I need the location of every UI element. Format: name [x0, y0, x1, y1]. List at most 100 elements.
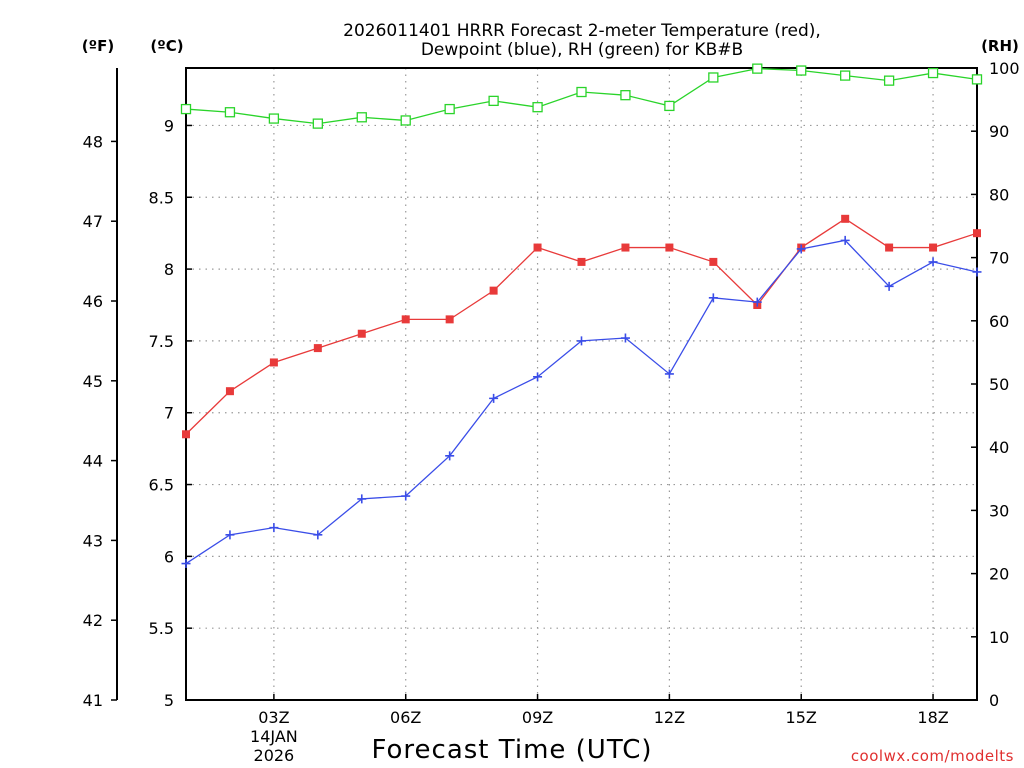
temperature-point: [401, 315, 410, 324]
time-date-label: 14JAN: [250, 727, 298, 746]
temperature-point: [885, 243, 894, 252]
celsius-tick-label: 5: [164, 691, 174, 710]
temperature-point: [841, 214, 850, 223]
dewpoint-point: [269, 523, 279, 533]
rh-tick-label: 40: [989, 438, 1009, 457]
celsius-tick-label: 9: [164, 116, 174, 135]
fahrenheit-tick-label: 44: [83, 452, 103, 471]
fahrenheit-tick-label: 41: [83, 691, 103, 710]
rh-unit-label: (RH): [981, 37, 1019, 55]
data-series: [180, 63, 983, 569]
dewpoint-point: [796, 244, 806, 254]
fahrenheit-tick-label: 42: [83, 611, 103, 630]
temperature-point: [445, 315, 454, 324]
celsius-tick-label: 8.5: [149, 188, 174, 207]
rh-point: [356, 112, 367, 123]
rh-tick-label: 80: [989, 185, 1009, 204]
credit-text: coolwx.com/modelts: [851, 747, 1014, 765]
rh-point: [312, 118, 323, 129]
temperature-point: [357, 329, 366, 338]
time-tick-label: 18Z: [917, 708, 948, 727]
time-tick-label: 03Z: [258, 708, 289, 727]
time-tick-label: 12Z: [654, 708, 685, 727]
rh-point: [180, 103, 192, 115]
rh-point: [620, 90, 631, 101]
temperature-point: [225, 387, 234, 396]
rh-point: [883, 75, 895, 86]
chart-title-line1: 2026011401 HRRR Forecast 2-meter Tempera…: [343, 21, 821, 41]
rh-point: [796, 65, 807, 76]
celsius-tick-label: 7: [164, 404, 174, 423]
rh-tick-label: 30: [989, 501, 1009, 520]
time-year-label: 2026: [254, 746, 295, 765]
dewpoint-point: [752, 297, 762, 307]
temperature-point: [973, 229, 981, 238]
fahrenheit-unit-label: (ºF): [82, 37, 114, 55]
rh-tick-label: 20: [989, 565, 1009, 584]
dewpoint-point: [445, 451, 455, 461]
dewpoint-point: [884, 281, 894, 291]
rh-point: [224, 107, 236, 118]
dewpoint-point: [928, 257, 938, 267]
fahrenheit-tick-label: 47: [83, 212, 103, 231]
temperature-point: [929, 243, 938, 252]
fahrenheit-tick-label: 46: [83, 292, 103, 311]
rh-point: [576, 86, 587, 98]
time-tick-label: 09Z: [522, 708, 553, 727]
temperature-point: [313, 344, 322, 353]
dewpoint-point: [489, 393, 499, 403]
fahrenheit-tick-label: 48: [83, 132, 103, 151]
rh-point: [708, 72, 719, 83]
rh-point: [840, 70, 851, 81]
dewpoint-point: [401, 491, 411, 501]
celsius-unit-label: (ºC): [150, 37, 183, 55]
fahrenheit-tick-label: 43: [83, 531, 103, 550]
temperature-line: [185, 218, 978, 435]
temperature-point: [182, 430, 190, 439]
rh-point: [268, 113, 280, 124]
celsius-tick-label: 6.5: [149, 476, 174, 495]
rh-point: [488, 95, 499, 107]
grid-lines: [186, 68, 977, 701]
rh-point: [444, 103, 455, 115]
rh-point: [664, 100, 675, 112]
celsius-tick-label: 6: [164, 547, 174, 566]
dewpoint-point: [313, 530, 323, 540]
celsius-tick-label: 7.5: [149, 332, 174, 351]
temperature-point: [269, 358, 278, 367]
dewpoint-point: [664, 369, 674, 379]
x-axis-title: Forecast Time (UTC): [371, 735, 652, 765]
fahrenheit-axis: 41 42 43 44 45 46 47 48: [83, 132, 117, 710]
temperature-point: [533, 243, 542, 252]
dewpoint-point: [620, 333, 630, 343]
plot-frame: [185, 67, 978, 701]
temperature-point: [489, 286, 498, 295]
time-tick-label: 15Z: [786, 708, 817, 727]
dewpoint-point: [577, 336, 586, 346]
celsius-tick-label: 5.5: [149, 619, 174, 638]
dewpoint-point: [533, 372, 543, 382]
rh-tick-label: 10: [989, 628, 1009, 647]
rh-tick-label: 0: [989, 691, 999, 710]
rh-point: [752, 63, 763, 74]
rh-tick-label: 50: [989, 375, 1009, 394]
rh-point: [400, 115, 411, 126]
fahrenheit-tick-label: 45: [83, 372, 103, 391]
temperature-point: [709, 257, 718, 266]
temperature-point: [665, 243, 674, 252]
dewpoint-point: [225, 530, 235, 540]
rh-tick-label: 100: [989, 59, 1020, 78]
temperature-point: [577, 257, 586, 266]
rh-point: [532, 102, 543, 113]
rh-tick-label: 90: [989, 122, 1009, 141]
dewpoint-point: [972, 267, 982, 277]
rh-tick-label: 70: [989, 249, 1009, 268]
dewpoint-line: [185, 239, 978, 565]
celsius-tick-label: 8: [164, 260, 174, 279]
rh-tick-label: 60: [989, 312, 1009, 331]
celsius-axis: 5 5.5 6 6.5 7 7.5 8 8.5 9: [149, 116, 192, 710]
temperature-point: [621, 243, 630, 252]
dewpoint-point: [357, 494, 367, 504]
